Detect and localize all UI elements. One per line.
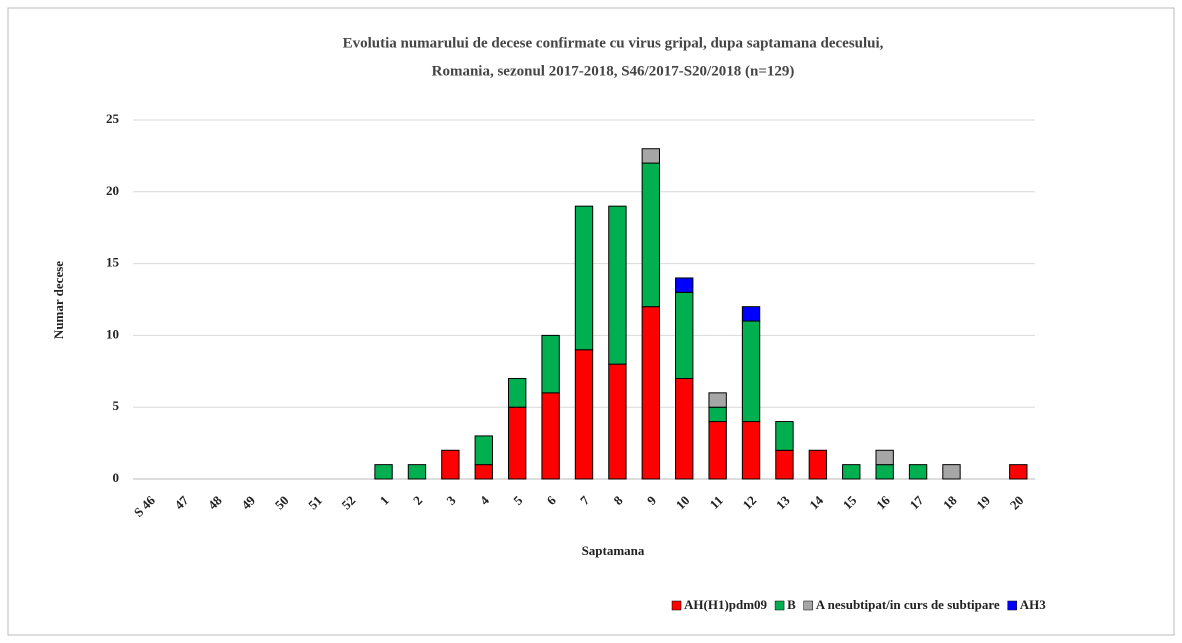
- legend-label: AH3: [1020, 597, 1047, 612]
- bar-segment: [708, 421, 727, 480]
- bar-segment: [675, 291, 694, 379]
- bar-segment: [641, 148, 661, 164]
- bar-segment: [474, 464, 493, 480]
- bar-segment: [574, 349, 594, 480]
- y-axis-label: Numar decese: [51, 261, 66, 339]
- bar-segment: [1009, 464, 1028, 480]
- legend-label: A nesubtipat/in curs de subtipare: [816, 597, 1000, 612]
- legend-label: B: [787, 597, 796, 612]
- x-axis-label: Saptamana: [582, 543, 645, 558]
- bar-segment: [741, 421, 761, 480]
- bar-segment: [775, 449, 794, 480]
- legend-swatch: [671, 600, 682, 611]
- bar-segment: [942, 464, 961, 480]
- bar-segment: [608, 363, 627, 480]
- legend-swatch: [774, 600, 785, 611]
- bar-segment: [741, 306, 761, 322]
- chart-title: Evolutia numarului de decese confirmate …: [343, 35, 884, 51]
- bar-segment: [775, 421, 794, 451]
- y-tick-label: 10: [106, 326, 119, 341]
- bar-segment: [541, 334, 560, 394]
- bar-segment: [875, 464, 894, 480]
- bar-segment: [741, 320, 761, 423]
- bar-segment: [507, 377, 527, 408]
- bar-segment: [574, 205, 594, 351]
- y-tick-label: 5: [113, 398, 120, 413]
- chart-title: Romania, sezonul 2017-2018, S46/2017-S20…: [432, 63, 795, 79]
- bar-segment: [675, 377, 694, 480]
- bar-segment: [708, 406, 727, 423]
- bar-segment: [608, 205, 627, 365]
- bar-segment: [374, 464, 393, 480]
- bar-segment: [541, 392, 560, 480]
- bar-segment: [474, 435, 493, 466]
- bar-segment: [808, 449, 828, 480]
- bar-segment: [675, 277, 694, 293]
- bar-segment: [908, 464, 928, 480]
- bar-segment: [875, 449, 894, 466]
- y-tick-label: 15: [106, 255, 120, 270]
- y-tick-label: 0: [113, 470, 120, 485]
- legend-label: AH(H1)pdm09: [684, 597, 768, 612]
- bar-segment: [641, 162, 661, 308]
- bar-segment: [708, 392, 727, 408]
- bar-segment: [507, 406, 527, 480]
- y-tick-label: 20: [106, 183, 119, 198]
- bar-segment: [641, 306, 661, 480]
- legend-swatch: [803, 600, 813, 611]
- bar-segment: [441, 449, 460, 480]
- bar-segment: [407, 464, 427, 480]
- y-tick-label: 25: [106, 111, 120, 126]
- legend-swatch: [1007, 600, 1017, 611]
- bar-segment: [842, 464, 861, 480]
